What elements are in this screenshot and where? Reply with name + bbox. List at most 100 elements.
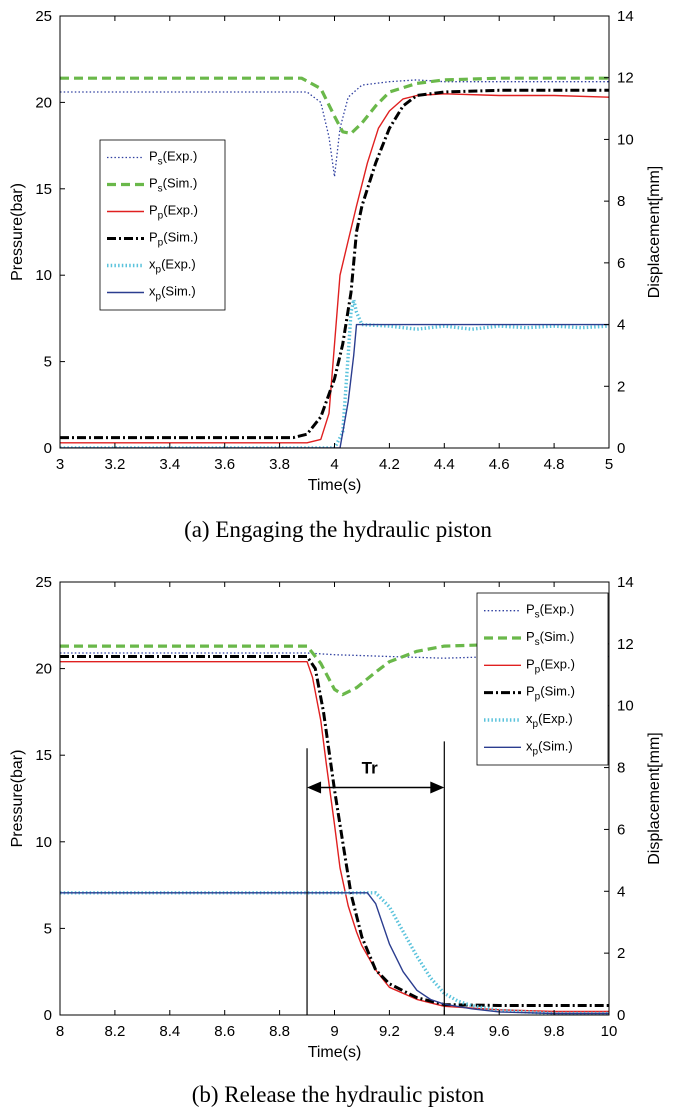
tr-label: Tr — [362, 758, 378, 777]
legend-label-sub: s — [535, 637, 540, 648]
x-tick-label: 3.4 — [159, 456, 180, 473]
x-tick-label: 4.4 — [434, 456, 455, 473]
y-axis-right: 0 2 4 6 8 10 12 14 Displacement[mm] — [604, 8, 663, 457]
legend-box — [476, 592, 609, 766]
legend: Ps(Exp.)Ps(Sim.)Pp(Exp.)Pp(Sim.)xp(Exp.)… — [99, 139, 226, 311]
y2-tick-label: 10 — [617, 698, 634, 715]
legend: Ps(Exp.)Ps(Sim.)Pp(Exp.)Pp(Sim.)xp(Exp.)… — [476, 592, 609, 766]
x-tick-label: 3.8 — [269, 456, 290, 473]
caption-a: (a) Engaging the hydraulic piston — [184, 517, 492, 542]
legend-item-5: xp(Sim.) — [484, 738, 573, 757]
y-axis-right: 0 2 4 6 8 10 12 14 Displacement[mm] — [604, 574, 663, 1024]
x-tick-label: 4 — [330, 456, 338, 473]
legend-label-tail: (Exp.) — [163, 203, 198, 218]
legend-label-sub: p — [156, 292, 162, 303]
x-tick-label: 3 — [56, 456, 64, 473]
series-line-1 — [60, 76, 609, 136]
x-tick-label: 4.6 — [489, 456, 510, 473]
x-tick-label: 9.8 — [544, 1023, 565, 1040]
x-tick-label: 9 — [330, 1023, 338, 1040]
legend-box — [99, 139, 226, 311]
legend-label-tail: (Sim.) — [540, 629, 575, 644]
legend-label-0: Ps(Exp.) — [149, 149, 197, 168]
y-tick-label: 5 — [44, 354, 52, 371]
legend-label-main: x — [149, 284, 156, 299]
legend-label-1: Ps(Sim.) — [526, 629, 574, 648]
legend-label-0: Ps(Exp.) — [526, 602, 574, 621]
y2-tick-label: 14 — [617, 8, 634, 25]
legend-label-main: P — [149, 176, 158, 191]
y-tick-label: 15 — [35, 181, 52, 198]
legend-label-3: Pp(Sim.) — [526, 684, 575, 703]
legend-item-0: Ps(Exp.) — [484, 602, 574, 621]
legend-label-sub: p — [158, 211, 164, 222]
legend-item-2: Pp(Exp.) — [484, 656, 575, 675]
x-axis-label: Time(s) — [308, 1044, 362, 1061]
x-tick-label: 3.2 — [104, 456, 125, 473]
x-tick-label: 9.4 — [434, 1023, 455, 1040]
legend-label-tail: (Exp.) — [161, 257, 196, 272]
x-tick-label: 8.6 — [214, 1023, 235, 1040]
y2-tick-label: 4 — [617, 883, 625, 900]
series-line-0 — [60, 79, 609, 178]
legend-label-main: P — [149, 203, 158, 218]
series-line-0 — [60, 652, 609, 659]
x-tick-label: 8.2 — [104, 1023, 125, 1040]
legend-label-sub: s — [158, 157, 163, 168]
x-tick-label: 10 — [601, 1023, 618, 1040]
y-tick-label: 15 — [35, 747, 52, 764]
y-tick-label: 10 — [35, 267, 52, 284]
y2-tick-label: 8 — [617, 193, 625, 210]
y-axis-label: Pressure(bar) — [9, 750, 26, 848]
legend-item-3: Pp(Sim.) — [484, 684, 575, 703]
tr-annotation: Tr — [306, 741, 445, 1015]
y2-tick-label: 12 — [617, 70, 634, 87]
legend-label-main: P — [149, 230, 158, 245]
legend-label-2: Pp(Exp.) — [526, 656, 575, 675]
legend-item-1: Ps(Sim.) — [107, 176, 197, 195]
y-tick-label: 0 — [44, 1007, 52, 1024]
legend-label-sub: p — [158, 238, 164, 249]
y2-tick-label: 2 — [617, 945, 625, 962]
legend-label-5: xp(Sim.) — [149, 284, 196, 303]
y-tick-label: 20 — [35, 94, 52, 111]
legend-label-4: xp(Exp.) — [149, 257, 196, 276]
legend-label-sub: p — [535, 692, 541, 703]
legend-label-1: Ps(Sim.) — [149, 176, 197, 195]
legend-label-sub: p — [533, 746, 539, 757]
y2-axis-label: Displacement[mm] — [646, 732, 663, 864]
legend-label-sub: p — [535, 664, 541, 675]
x-tick-label: 9.6 — [489, 1023, 510, 1040]
legend-label-main: P — [526, 602, 535, 617]
legend-label-main: x — [149, 257, 156, 272]
legend-label-2: Pp(Exp.) — [149, 203, 198, 222]
legend-label-tail: (Sim.) — [163, 230, 198, 245]
legend-label-main: P — [526, 684, 535, 699]
y2-tick-label: 8 — [617, 760, 625, 777]
legend-item-2: Pp(Exp.) — [107, 203, 198, 222]
x-tick-label: 4.8 — [544, 456, 565, 473]
x-axis: 3 3.2 3.4 3.6 3.8 4 4.2 4.4 4.6 4.8 5 Time(s) — [56, 16, 613, 494]
y-tick-label: 5 — [44, 920, 52, 937]
y-tick-label: 0 — [44, 440, 52, 457]
y-axis-left: 0 5 10 15 20 25 Pressure(bar) — [9, 8, 65, 457]
x-tick-label: 8.8 — [269, 1023, 290, 1040]
y2-tick-label: 4 — [617, 317, 625, 334]
chart-a: 3 3.2 3.4 3.6 3.8 4 4.2 4.4 4.6 4.8 5Time(s)051015… — [9, 8, 663, 494]
y2-tick-label: 6 — [617, 255, 625, 272]
tr-arrow-left-head — [307, 781, 322, 794]
legend-item-5: xp(Sim.) — [107, 284, 196, 303]
x-tick-label: 8 — [56, 1023, 64, 1040]
legend-label-4: xp(Exp.) — [526, 711, 573, 730]
y2-tick-label: 6 — [617, 821, 625, 838]
series-line-2 — [60, 93, 609, 444]
series-line-4 — [60, 891, 609, 1015]
y2-tick-label: 12 — [617, 636, 634, 653]
series-line-2 — [60, 661, 609, 1013]
series-group — [60, 76, 609, 448]
legend-item-4: xp(Exp.) — [484, 711, 573, 730]
tr-arrow-right-head — [430, 781, 445, 794]
legend-label-tail: (Sim.) — [161, 284, 196, 299]
legend-label-tail: (Exp.) — [538, 711, 573, 726]
